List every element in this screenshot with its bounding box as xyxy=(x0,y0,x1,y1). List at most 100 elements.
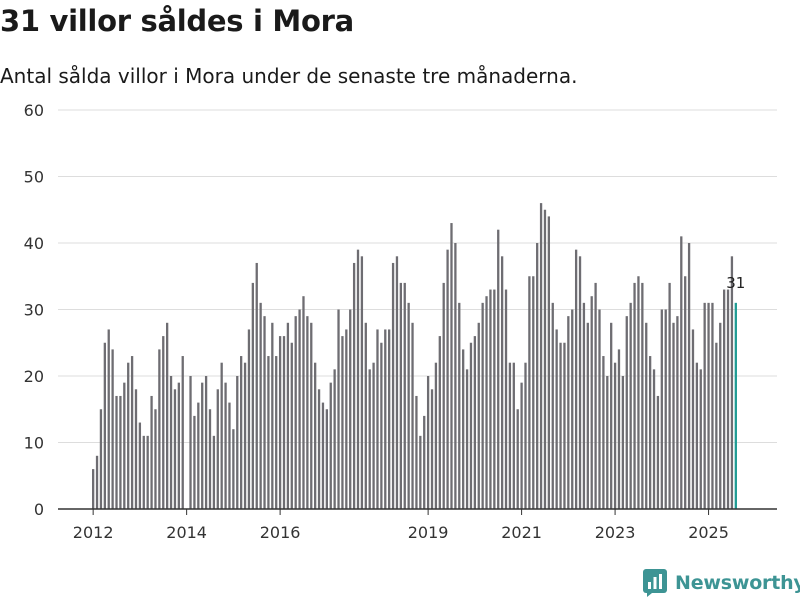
bar xyxy=(317,389,321,509)
bar xyxy=(298,309,301,509)
y-tick-label: 50 xyxy=(24,168,44,187)
bar xyxy=(310,322,313,509)
bar xyxy=(648,356,652,509)
bar xyxy=(267,356,270,509)
bar xyxy=(290,342,293,509)
bar xyxy=(711,302,714,509)
bar xyxy=(130,356,134,509)
bar xyxy=(419,435,422,509)
bar xyxy=(181,356,184,509)
bar xyxy=(707,302,710,509)
bar xyxy=(259,302,262,509)
bar xyxy=(204,376,208,509)
bar xyxy=(680,236,683,509)
bar xyxy=(699,369,702,509)
bar xyxy=(722,289,726,509)
bar xyxy=(388,329,391,509)
y-tick-label: 0 xyxy=(34,500,44,519)
bar xyxy=(162,336,165,509)
bar xyxy=(314,362,317,509)
bar xyxy=(154,409,157,509)
bar xyxy=(719,322,722,509)
bar xyxy=(582,302,586,509)
bar xyxy=(220,362,223,509)
bar xyxy=(664,309,667,509)
bar xyxy=(329,382,332,509)
bar xyxy=(158,349,161,509)
bar xyxy=(621,376,625,509)
bar-latest xyxy=(734,302,737,509)
y-tick-label: 30 xyxy=(24,301,44,320)
bar xyxy=(602,356,605,509)
bar xyxy=(286,322,290,509)
bar xyxy=(228,402,231,509)
bar xyxy=(469,342,473,509)
bar xyxy=(454,243,457,509)
bar xyxy=(691,329,695,509)
y-tick-label: 60 xyxy=(24,101,44,120)
bar xyxy=(695,362,699,509)
bar xyxy=(275,356,278,509)
bar xyxy=(508,362,512,509)
latest-value-label: 31 xyxy=(726,274,745,292)
bar xyxy=(528,276,531,509)
bar xyxy=(489,289,492,509)
bar xyxy=(395,256,399,509)
x-tick-label: 2019 xyxy=(408,523,449,542)
bar xyxy=(391,262,395,509)
bar xyxy=(652,369,656,509)
bar xyxy=(173,389,177,509)
bar xyxy=(282,336,286,509)
bar xyxy=(516,409,519,509)
bar xyxy=(532,276,535,509)
bar xyxy=(177,382,180,509)
chart-title: 31 villor såldes i Mora xyxy=(0,4,354,38)
bar xyxy=(423,415,426,509)
bar xyxy=(107,329,110,509)
bar xyxy=(95,455,99,509)
bar xyxy=(224,382,227,509)
bar xyxy=(403,282,406,509)
bar xyxy=(111,349,114,509)
bar xyxy=(539,203,543,509)
bar xyxy=(656,395,660,509)
bar xyxy=(341,336,344,509)
bar xyxy=(594,282,597,509)
bar xyxy=(726,289,730,509)
bar xyxy=(676,316,679,509)
bar xyxy=(134,389,138,509)
bar xyxy=(637,276,640,509)
bar xyxy=(138,422,142,509)
bar xyxy=(629,302,632,509)
newsworthy-logo[interactable]: Newsworthy xyxy=(643,569,800,597)
bar xyxy=(450,223,453,510)
bar xyxy=(415,395,418,509)
bar xyxy=(189,376,192,509)
bar xyxy=(352,262,356,509)
y-tick-label: 20 xyxy=(24,367,44,386)
bar xyxy=(684,276,687,509)
bar xyxy=(617,349,621,509)
bar xyxy=(92,469,95,509)
bar xyxy=(426,376,430,509)
bar xyxy=(660,309,663,509)
bar xyxy=(715,342,718,509)
bar xyxy=(462,349,465,509)
bar xyxy=(610,322,613,509)
bar xyxy=(169,376,173,509)
bar xyxy=(321,402,325,509)
bar xyxy=(430,389,434,509)
bar xyxy=(123,382,126,509)
bars xyxy=(92,203,737,510)
bar xyxy=(255,262,258,509)
bar xyxy=(438,336,441,509)
bar xyxy=(504,289,508,509)
bar xyxy=(243,362,247,509)
bar xyxy=(333,369,336,509)
y-tick-label: 40 xyxy=(24,234,44,253)
bar xyxy=(536,243,539,509)
x-tick-label: 2016 xyxy=(260,523,301,542)
bar xyxy=(251,282,254,509)
x-tick-label: 2014 xyxy=(166,523,207,542)
bar xyxy=(247,329,251,509)
